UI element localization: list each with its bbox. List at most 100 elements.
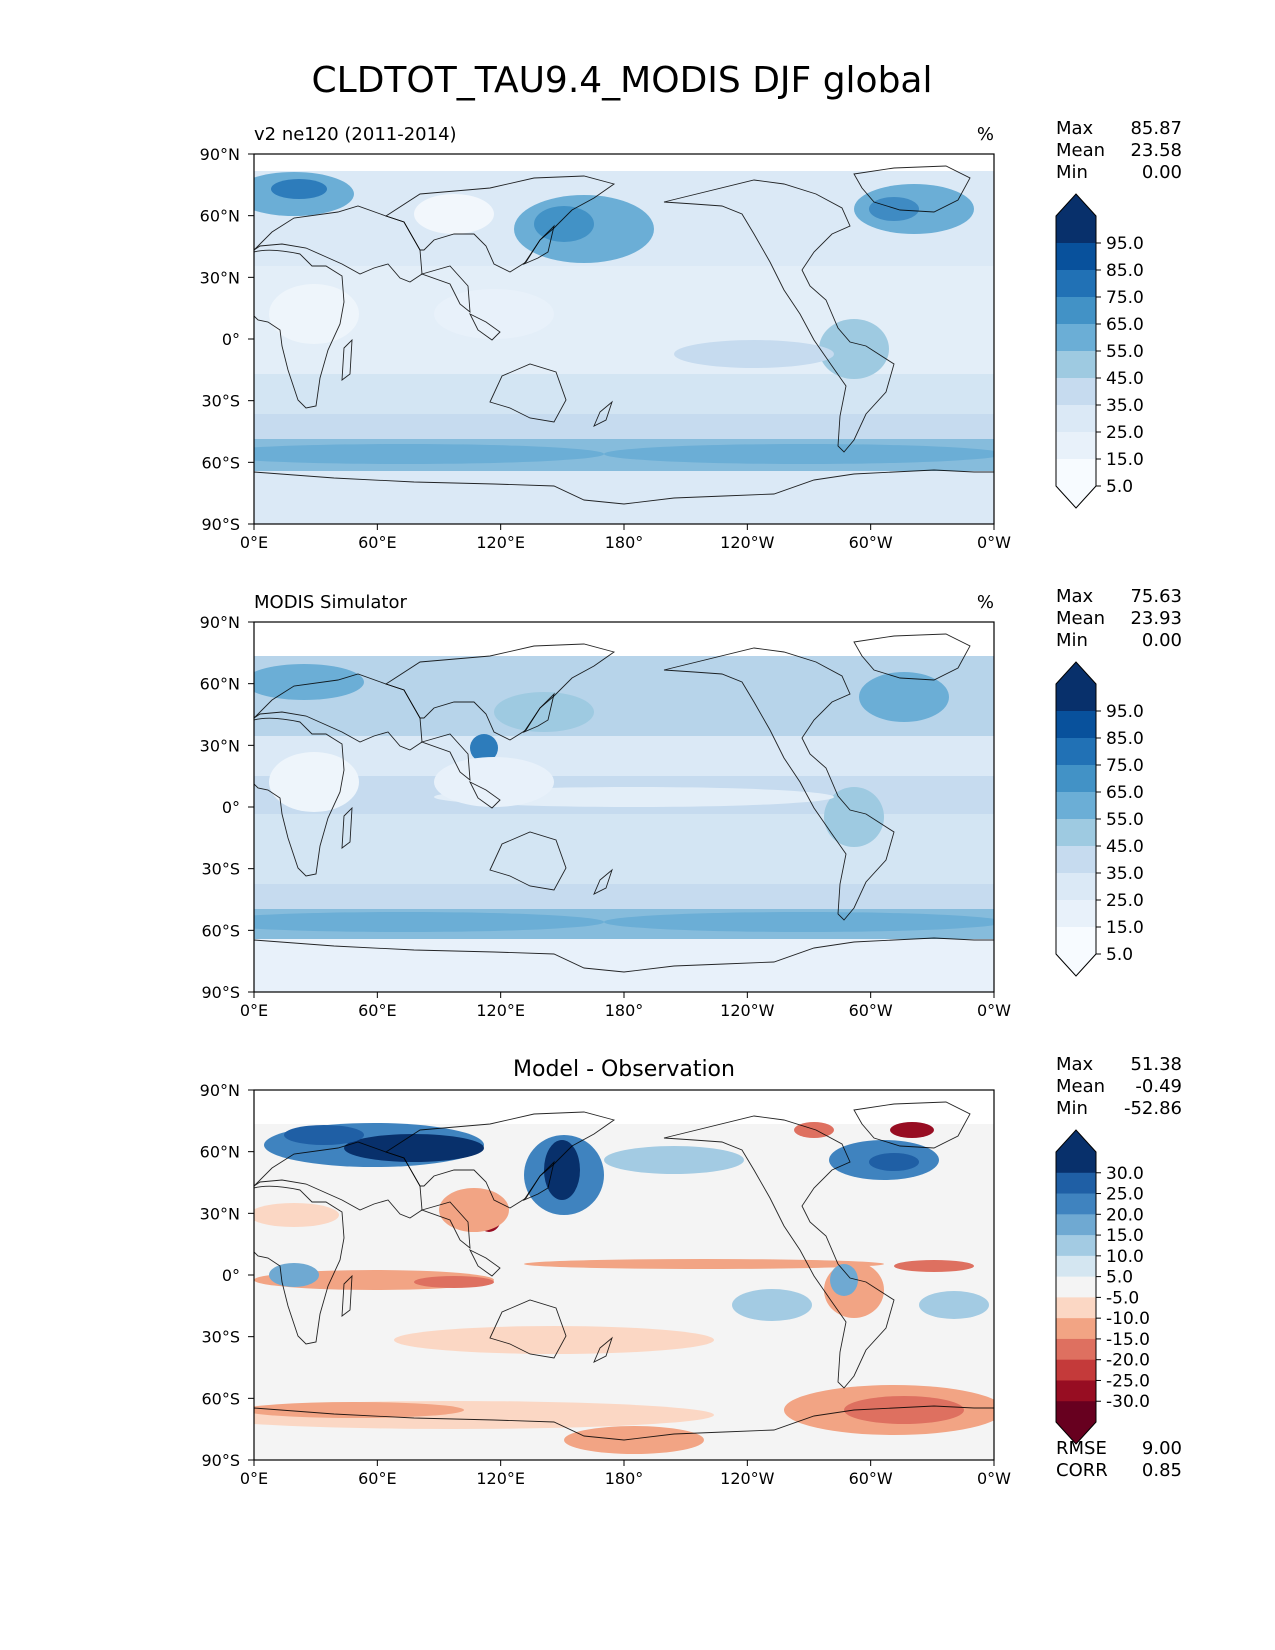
y-tick-label: 30°S	[201, 392, 240, 411]
panel-2-colorbar: 95.0 85.0 75.0 65.0 55.0 45.0 35.0 25.0 15.0 5.0	[1055, 661, 1144, 977]
map-field	[254, 622, 994, 992]
panel-center-title: Model - Observation	[513, 1057, 735, 1082]
x-tick-label: 0°W	[977, 1001, 1011, 1020]
panel-3-colorbar: 30.025.020.015.010.05.0-5.0-10.0-15.0-20…	[1055, 1129, 1150, 1445]
y-axis: 90°N 60°N 30°N 0° 30°S 60°S 90°S	[200, 1081, 254, 1470]
map-field	[254, 154, 994, 524]
colorbar-label: -15.0	[1106, 1330, 1150, 1350]
y-tick-label: 0°	[222, 1266, 240, 1285]
colorbar-label: 35.0	[1106, 396, 1144, 416]
colorbar-label: 20.0	[1106, 1205, 1144, 1225]
colorbar-label: -25.0	[1106, 1371, 1150, 1391]
colorbar-label: 65.0	[1106, 783, 1144, 803]
colorbar-label: 75.0	[1106, 756, 1144, 776]
colorbar-extend-max	[1056, 1130, 1096, 1152]
colorbar-label: 5.0	[1106, 477, 1133, 497]
colorbar-swatch	[1056, 1401, 1096, 1423]
stat-value-min: -52.86	[1124, 1098, 1182, 1119]
colorbar-label: 45.0	[1106, 837, 1144, 857]
x-tick-label: 0°W	[977, 1469, 1011, 1488]
x-tick-label: 0°E	[240, 1469, 268, 1488]
x-tick-label: 60°W	[849, 1001, 893, 1020]
y-tick-label: 90°S	[201, 515, 240, 534]
panel-left-title: MODIS Simulator	[254, 592, 407, 613]
y-tick-label: 30°N	[200, 736, 240, 755]
y-tick-label: 90°S	[201, 983, 240, 1002]
y-tick-label: 90°N	[200, 1081, 240, 1100]
colorbar-label: 10.0	[1106, 1247, 1144, 1267]
colorbar-swatch	[1056, 459, 1096, 487]
colorbar-label: 15.0	[1106, 450, 1144, 470]
x-tick-label: 120°E	[476, 1469, 525, 1488]
colorbar-swatch	[1056, 1276, 1096, 1298]
x-tick-label: 60°E	[358, 533, 396, 552]
colorbar-label: -5.0	[1106, 1288, 1139, 1308]
colorbar-swatch	[1056, 711, 1096, 739]
stat-label-mean: Mean	[1056, 1076, 1105, 1097]
y-axis: 90°N 60°N 30°N 0° 30°S 60°S 90°S	[200, 613, 254, 1002]
stat-value-max: 51.38	[1130, 1054, 1182, 1075]
stat-label-mean: Mean	[1056, 608, 1105, 629]
y-tick-label: 60°N	[200, 675, 240, 694]
y-tick-label: 30°N	[200, 1204, 240, 1223]
colorbar-swatch	[1056, 243, 1096, 271]
x-axis: 0°E 60°E 120°E 180° 120°W 60°W 0°W	[240, 992, 1011, 1020]
x-axis: 0°E 60°E 120°E 180° 120°W 60°W 0°W	[240, 524, 1011, 552]
y-tick-label: 90°N	[200, 613, 240, 632]
y-tick-label: 90°N	[200, 145, 240, 164]
colorbar-swatch	[1056, 738, 1096, 766]
panel-2: 0°E 60°E 120°E 180° 120°W 60°W 0°W 90°N 60°N 30°…	[200, 592, 1012, 1020]
stat-label-max: Max	[1056, 118, 1094, 139]
x-tick-label: 120°W	[720, 533, 775, 552]
colorbar-extend-max	[1056, 194, 1096, 216]
colorbar-swatch	[1056, 792, 1096, 820]
y-tick-label: 30°N	[200, 268, 240, 287]
colorbar-label: 65.0	[1106, 315, 1144, 335]
colorbar-swatch	[1056, 270, 1096, 298]
x-tick-label: 60°E	[358, 1001, 396, 1020]
stat-label-min: Min	[1056, 630, 1088, 651]
colorbar-swatch	[1056, 1338, 1096, 1361]
colorbar-label: -30.0	[1106, 1392, 1150, 1412]
colorbar-label: 15.0	[1106, 918, 1144, 938]
colorbar-swatch	[1056, 684, 1096, 712]
panel-3: 0°E 60°E 120°E 180° 120°W 60°W 0°W 90°N 60°N 30°…	[200, 1057, 1012, 1488]
colorbar-label: 95.0	[1106, 234, 1144, 254]
panel-left-title: v2 ne120 (2011-2014)	[254, 124, 457, 145]
x-tick-label: 120°E	[476, 1001, 525, 1020]
panel-1: 0°E 60°E 120°E 180° 120°W 60°W 0°W 90°N 60°N 30°…	[200, 124, 1012, 552]
colorbar-label: -20.0	[1106, 1351, 1150, 1371]
x-tick-label: 120°W	[720, 1001, 775, 1020]
stat-value-min: 0.00	[1142, 630, 1182, 651]
colorbar-label: 5.0	[1106, 1268, 1133, 1288]
colorbar-swatch	[1056, 1318, 1096, 1340]
panel-3-metrics: RMSE 9.00 CORR 0.85	[1056, 1438, 1182, 1481]
colorbar-swatch	[1056, 1255, 1096, 1278]
stat-label-mean: Mean	[1056, 140, 1105, 161]
x-tick-label: 60°E	[358, 1469, 396, 1488]
colorbar-swatch	[1056, 1297, 1096, 1319]
colorbar-label: 95.0	[1106, 702, 1144, 722]
colorbar-swatch	[1056, 1214, 1096, 1236]
figure-title: CLDTOT_TAU9.4_MODIS DJF global	[312, 60, 933, 101]
stat-value-rmse: 9.00	[1142, 1438, 1182, 1459]
x-tick-label: 180°	[605, 1469, 644, 1488]
panel-2-stats: Max 75.63 Mean 23.93 Min 0.00	[1056, 586, 1182, 651]
colorbar-swatch	[1056, 1235, 1096, 1257]
colorbar-label: 45.0	[1106, 369, 1144, 389]
stat-label-max: Max	[1056, 1054, 1094, 1075]
x-tick-label: 180°	[605, 533, 644, 552]
stat-label-min: Min	[1056, 1098, 1088, 1119]
stat-value-mean: 23.58	[1130, 140, 1182, 161]
stat-value-mean: 23.93	[1130, 608, 1182, 629]
colorbar-swatch	[1056, 351, 1096, 379]
colorbar-swatch	[1056, 765, 1096, 793]
panel-1-stats: Max 85.87 Mean 23.58 Min 0.00	[1056, 118, 1182, 183]
colorbar-label: 35.0	[1106, 864, 1144, 884]
colorbar-swatch	[1056, 873, 1096, 901]
stat-value-max: 85.87	[1130, 118, 1182, 139]
y-tick-label: 60°S	[201, 921, 240, 940]
y-axis: 90°N 60°N 30°N 0° 30°S 60°S 90°S	[200, 145, 254, 534]
colorbar-extend-min	[1056, 1422, 1096, 1444]
y-tick-label: 30°S	[201, 860, 240, 879]
